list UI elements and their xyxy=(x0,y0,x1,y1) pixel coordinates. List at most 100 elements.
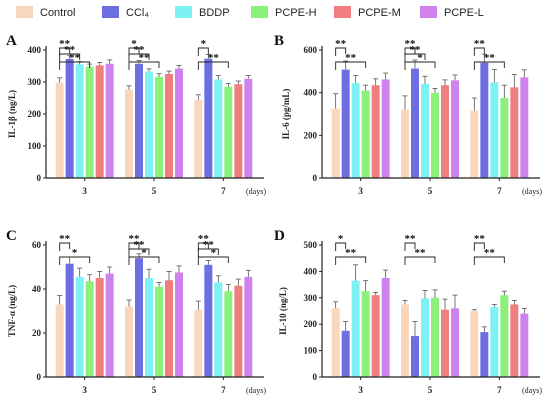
sig-label-D-0: * xyxy=(338,233,344,245)
x-tick-label-B-2: 7 xyxy=(497,186,502,196)
sig-bracket-A-2 xyxy=(59,61,91,70)
sig-label-A-3: * xyxy=(131,38,137,50)
bar-A-3-0 xyxy=(55,82,64,178)
sig-label-D-3: ** xyxy=(415,247,427,259)
legend: Control CCl₄ BDDP PCPE-H PCPE-M PCPE-L xyxy=(16,6,484,19)
sig-label-C-3: ** xyxy=(134,239,146,251)
bar-A-5-4 xyxy=(165,74,173,178)
x-tick-label-C-1: 5 xyxy=(152,385,157,395)
bar-A-7-4 xyxy=(234,84,243,178)
x-tick-label-A-2: 7 xyxy=(221,186,226,196)
sig-bracket-B-3 xyxy=(404,53,426,62)
y-tick-label-D-0: 0 xyxy=(313,372,318,382)
y-axis-label-B: IL-6 (pg/mL) xyxy=(281,89,291,140)
y-tick-label-C-2: 40 xyxy=(32,284,42,294)
bar-A-5-0 xyxy=(125,89,133,178)
bar-A-3-4 xyxy=(95,65,104,178)
sig-label-C-0: ** xyxy=(59,233,71,245)
legend-swatch-1 xyxy=(102,6,119,18)
sig-bracket-A-5 xyxy=(128,61,160,70)
legend-label-1: CCl₄ xyxy=(126,7,149,19)
sig-label-C-1: * xyxy=(72,247,78,259)
y-tick-label-B-2: 400 xyxy=(304,88,318,98)
sig-bracket-C-6 xyxy=(197,248,219,257)
bar-B-5-3 xyxy=(431,92,439,178)
sig-bracket-C-1 xyxy=(59,256,91,265)
panel-label-D: D xyxy=(274,228,285,244)
sig-label-C-6: ** xyxy=(203,239,215,251)
bar-A-3-3 xyxy=(85,66,94,178)
bar-C-3-0 xyxy=(55,304,64,377)
bar-D-7-1 xyxy=(480,332,489,377)
bar-A-5-3 xyxy=(155,76,163,178)
sig-bracket-A-6 xyxy=(197,47,209,56)
bar-C-5-0 xyxy=(125,306,133,377)
sig-bracket-D-2 xyxy=(404,242,416,251)
y-tick-label-C-3: 60 xyxy=(32,240,42,250)
y-tick-label-A-4: 400 xyxy=(28,45,42,55)
bar-D-3-4 xyxy=(371,295,380,377)
x-unit-label-A: (days) xyxy=(246,187,266,196)
y-tick-label-D-4: 400 xyxy=(304,266,318,276)
sig-bracket-C-2 xyxy=(128,242,140,251)
legend-swatch-2 xyxy=(175,6,192,18)
sig-bracket-D-5 xyxy=(473,256,505,265)
x-tick-label-A-1: 5 xyxy=(152,186,157,196)
bar-A-7-5 xyxy=(244,78,253,178)
sig-bracket-D-3 xyxy=(404,256,436,265)
bar-D-3-3 xyxy=(361,291,370,377)
y-tick-label-A-1: 100 xyxy=(28,141,42,151)
legend-label-3: PCPE-H xyxy=(275,7,317,19)
bar-A-5-2 xyxy=(145,71,153,178)
sig-bracket-B-0 xyxy=(335,47,347,56)
bar-D-3-0 xyxy=(331,308,340,377)
y-tick-label-B-3: 600 xyxy=(304,45,318,55)
bar-B-7-4 xyxy=(510,87,519,178)
bar-C-3-1 xyxy=(65,263,74,377)
sig-bracket-B-2 xyxy=(404,47,416,56)
bar-B-3-2 xyxy=(351,83,360,178)
sig-label-C-7: * xyxy=(211,247,217,259)
sig-label-B-0: ** xyxy=(335,38,347,50)
bar-C-7-3 xyxy=(224,291,233,377)
panel-label-C: C xyxy=(6,228,17,244)
sig-bracket-C-5 xyxy=(197,242,209,251)
sig-bracket-B-1 xyxy=(335,61,367,70)
x-tick-label-D-2: 7 xyxy=(497,385,502,395)
y-tick-label-B-1: 200 xyxy=(304,130,318,140)
bar-D-7-2 xyxy=(490,307,499,377)
bar-A-5-5 xyxy=(175,68,183,178)
bar-B-5-0 xyxy=(401,109,409,178)
sig-label-B-2: ** xyxy=(405,38,417,50)
y-tick-label-D-1: 100 xyxy=(304,346,318,356)
bar-C-5-2 xyxy=(145,278,153,377)
legend-swatch-0 xyxy=(16,6,33,18)
x-unit-label-C: (days) xyxy=(246,386,266,395)
sig-label-C-2: ** xyxy=(129,233,141,245)
sig-label-B-1: ** xyxy=(345,52,357,64)
sig-bracket-A-4 xyxy=(128,53,150,62)
bar-A-7-0 xyxy=(194,99,203,178)
bar-A-7-2 xyxy=(214,79,223,178)
sig-bracket-D-1 xyxy=(335,256,367,265)
bar-D-5-0 xyxy=(401,304,409,377)
sig-bracket-B-4 xyxy=(404,61,436,70)
bar-C-5-5 xyxy=(175,272,183,377)
bar-D-5-1 xyxy=(411,336,419,377)
x-unit-label-B: (days) xyxy=(522,187,542,196)
x-tick-label-A-0: 3 xyxy=(82,186,87,196)
x-tick-label-C-2: 7 xyxy=(221,385,226,395)
y-tick-label-D-2: 200 xyxy=(304,319,318,329)
bar-C-3-2 xyxy=(75,276,84,377)
y-axis-label-D: IL-10 (ng/L) xyxy=(278,287,288,335)
sig-bracket-C-3 xyxy=(128,248,150,257)
y-axis-label-C: TNF-α (ng/L) xyxy=(7,285,17,337)
legend-label-0: Control xyxy=(40,7,75,19)
bar-B-3-4 xyxy=(371,85,380,178)
bar-B-7-5 xyxy=(520,77,529,178)
sig-bracket-A-3 xyxy=(128,47,140,56)
